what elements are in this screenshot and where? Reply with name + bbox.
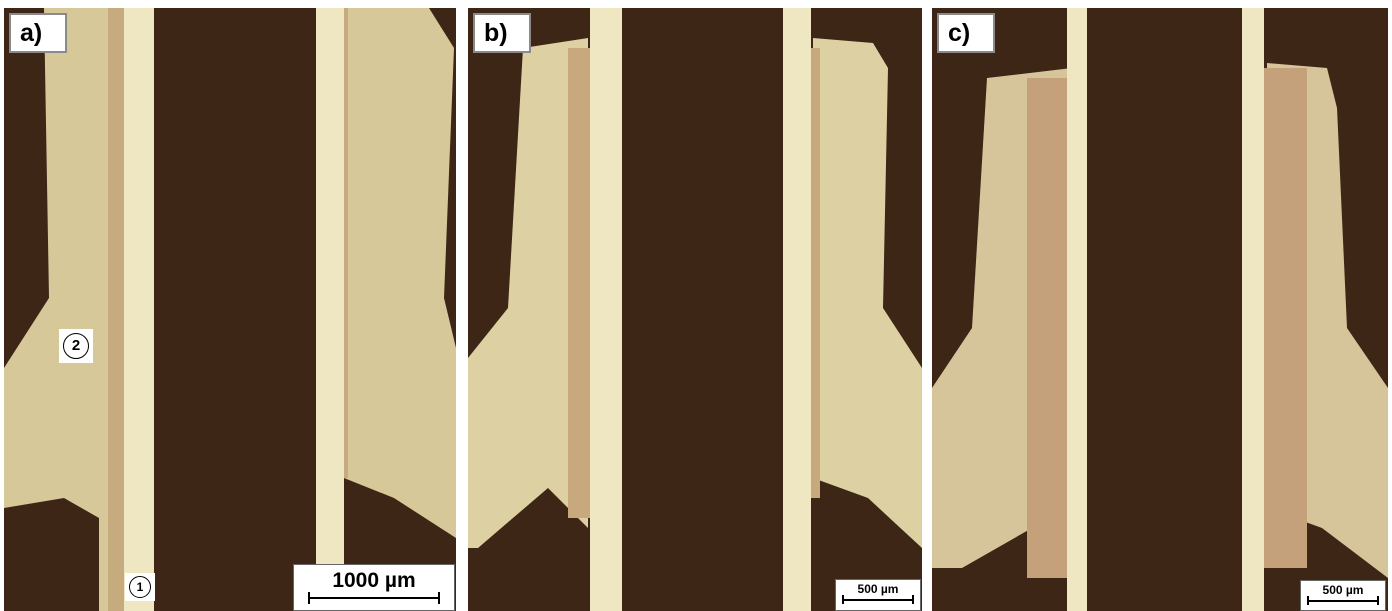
- scale-bar-c-label: 500 µm: [1322, 583, 1364, 597]
- region-marker-1: 1: [125, 573, 155, 601]
- panel-label-c: c): [937, 13, 995, 53]
- scale-bar-a-label: 1000 µm: [332, 569, 416, 592]
- micrograph-a-image: [4, 8, 456, 611]
- scale-bar-b-line: [842, 599, 914, 601]
- micrograph-panel-b: b) 500 µm: [468, 8, 922, 611]
- scale-bar-b: 500 µm: [835, 579, 921, 611]
- scale-bar-a-line: [308, 597, 440, 599]
- region-marker-2-text: 2: [63, 333, 89, 359]
- region-marker-2: 2: [59, 329, 93, 363]
- micrograph-panel-c: c) 500 µm: [932, 8, 1388, 611]
- scale-bar-c: 500 µm: [1300, 580, 1386, 611]
- panel-label-a: a): [9, 13, 67, 53]
- region-marker-1-text: 1: [129, 576, 151, 598]
- scale-bar-a: 1000 µm: [293, 564, 455, 611]
- panel-label-b: b): [473, 13, 531, 53]
- micrograph-c-image: [932, 8, 1388, 611]
- scale-bar-c-line: [1307, 600, 1379, 602]
- micrograph-b-image: [468, 8, 922, 611]
- scale-bar-b-label: 500 µm: [857, 582, 899, 596]
- micrograph-panel-a: a) 2 1 1000 µm: [4, 8, 456, 611]
